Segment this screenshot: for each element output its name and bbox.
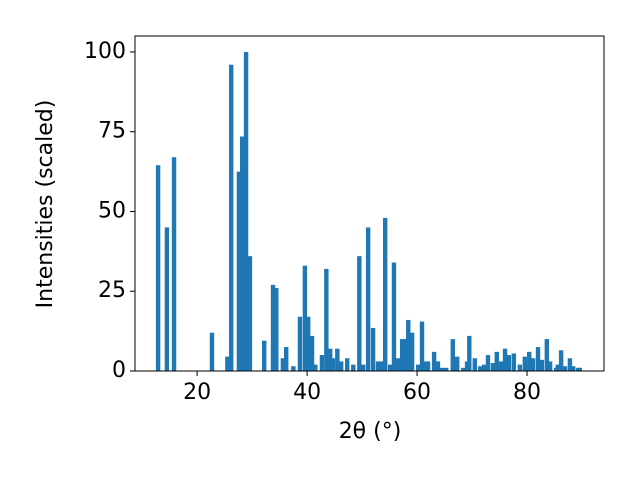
bar <box>567 358 573 371</box>
y-tick-label: 50 <box>98 198 126 223</box>
bar <box>409 332 415 371</box>
bar <box>527 351 532 371</box>
bar <box>439 367 445 371</box>
bar <box>535 347 541 371</box>
bar <box>419 321 425 371</box>
bar <box>338 361 344 371</box>
bar <box>415 364 421 371</box>
bar <box>467 335 472 371</box>
bar <box>365 227 371 371</box>
y-tick-label: 0 <box>112 358 126 383</box>
x-axis-label: 2θ (°) <box>339 419 402 444</box>
bar <box>164 227 170 371</box>
plot-frame <box>134 35 605 372</box>
bar <box>577 367 583 371</box>
bar <box>236 171 242 371</box>
bar <box>506 355 512 371</box>
bar <box>558 350 564 371</box>
bar <box>485 355 491 371</box>
bar <box>539 359 545 371</box>
bar <box>530 358 536 371</box>
bar <box>382 217 388 371</box>
bar <box>209 332 215 371</box>
bar <box>425 361 431 371</box>
x-tick-label: 80 <box>513 380 541 405</box>
bar <box>454 356 460 371</box>
bar <box>391 262 397 371</box>
bar <box>240 136 245 371</box>
bar <box>305 316 311 371</box>
bar <box>502 348 508 371</box>
bar <box>345 358 350 371</box>
bar <box>324 268 329 371</box>
bar <box>450 339 455 371</box>
bar <box>297 316 303 371</box>
bar <box>351 364 356 371</box>
bar <box>225 356 230 371</box>
bar <box>571 366 576 371</box>
bar <box>435 361 441 371</box>
y-tick-label: 100 <box>84 39 126 64</box>
bar <box>511 353 517 371</box>
bar <box>327 348 333 371</box>
bar <box>171 157 177 371</box>
bar <box>547 361 553 371</box>
bar <box>494 351 499 371</box>
bar <box>544 339 550 371</box>
bar <box>379 361 384 371</box>
bar <box>291 366 296 371</box>
bar <box>155 165 161 371</box>
bar <box>280 358 286 371</box>
x-tick-label: 60 <box>403 380 431 405</box>
bar <box>270 284 276 371</box>
x-tick-label: 40 <box>293 380 321 405</box>
bar <box>370 327 376 371</box>
bar <box>284 347 289 371</box>
bar <box>357 256 362 371</box>
bar <box>517 364 523 371</box>
bar <box>472 358 477 371</box>
bar <box>481 364 487 371</box>
bar <box>262 340 267 371</box>
bar <box>400 339 405 371</box>
bar <box>302 265 308 371</box>
bar <box>319 355 325 371</box>
y-tick-label: 75 <box>98 119 126 144</box>
bar <box>243 51 249 371</box>
bar <box>330 358 336 371</box>
bar <box>431 351 437 371</box>
bar <box>309 335 315 371</box>
bar <box>444 367 449 371</box>
bar <box>461 367 466 371</box>
y-axis-label: Intensities (scaled) <box>33 100 58 309</box>
bar <box>498 361 504 371</box>
bar <box>335 348 340 371</box>
bar <box>387 364 393 371</box>
bar <box>562 366 568 371</box>
bar <box>490 363 496 371</box>
bar <box>555 364 561 371</box>
bar <box>402 339 408 371</box>
bar <box>313 364 318 371</box>
bar <box>478 366 483 371</box>
bar <box>406 319 411 371</box>
y-tick-label: 25 <box>98 278 126 303</box>
bar <box>395 358 401 371</box>
bar <box>522 356 528 371</box>
bar <box>274 288 279 371</box>
bar <box>360 364 366 371</box>
bar <box>229 64 234 371</box>
bar <box>375 361 381 371</box>
bar <box>423 361 428 371</box>
x-tick-label: 20 <box>183 380 211 405</box>
bar <box>247 256 253 371</box>
